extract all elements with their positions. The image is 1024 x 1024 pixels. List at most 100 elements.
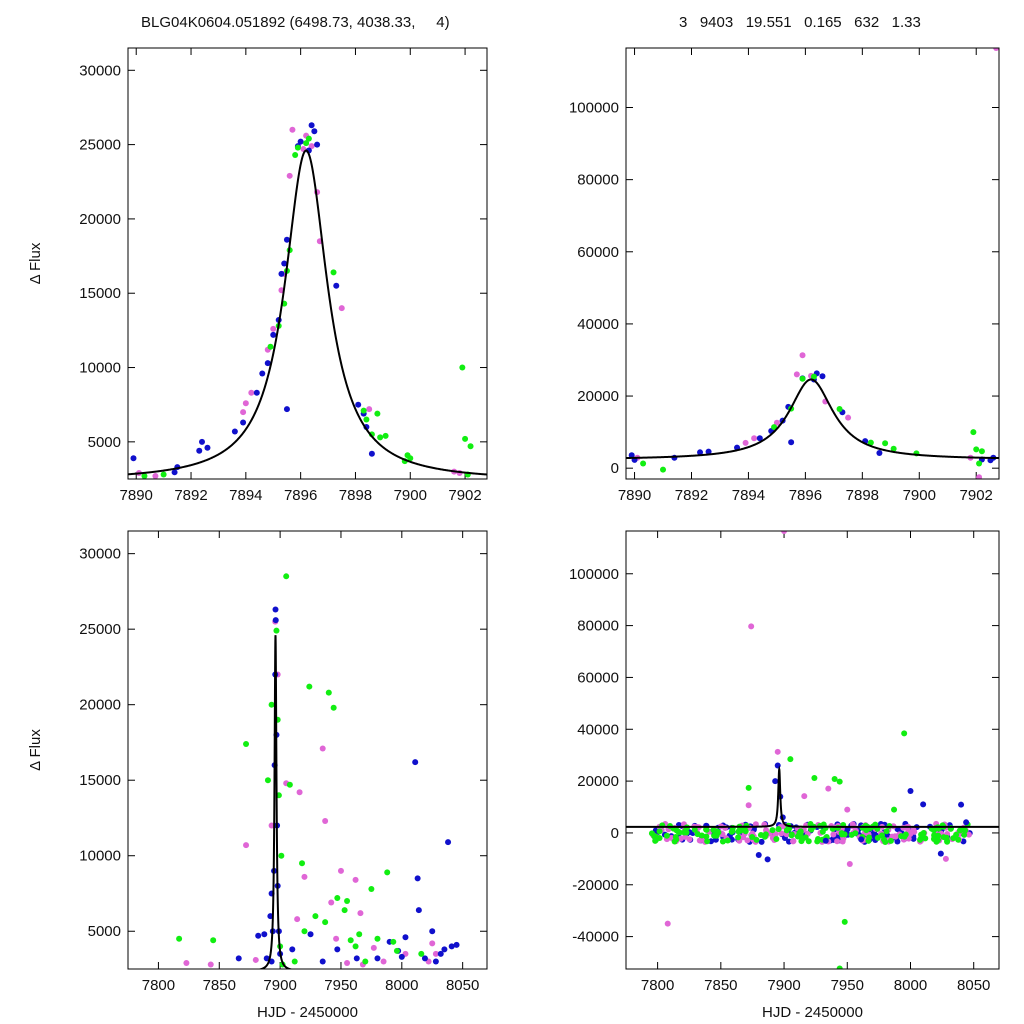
data-point-green (393, 947, 400, 954)
data-point-green (819, 828, 826, 835)
data-point-blue (334, 946, 341, 953)
data-point-green (264, 777, 271, 784)
data-point-pink (942, 855, 949, 862)
data-point-pink (322, 817, 329, 824)
data-point-pink (370, 944, 377, 951)
y-tick-label: 60000 (577, 669, 619, 686)
y-tick-label: 20000 (79, 697, 121, 714)
data-point-green (160, 471, 167, 478)
model-curve (626, 765, 999, 828)
data-point-green (382, 432, 389, 439)
data-point-green (671, 838, 678, 845)
data-point-blue (255, 932, 262, 939)
data-point-green (890, 445, 897, 452)
y-tick-label: 30000 (79, 546, 121, 563)
plot-frame (127, 47, 488, 480)
data-point-pink (742, 439, 749, 446)
data-point-pink (243, 842, 250, 849)
data-point-green (783, 827, 790, 834)
y-tick-label: -40000 (572, 929, 619, 946)
data-point-pink (352, 876, 359, 883)
data-point-pink (294, 916, 301, 923)
data-point-blue (453, 941, 460, 948)
y-tick-label: 5000 (88, 923, 121, 940)
x-tick-label: 7896 (789, 487, 822, 504)
data-point-green (703, 833, 710, 840)
data-point-green (330, 704, 337, 711)
data-point-pink (240, 409, 247, 416)
x-tick-label: 7900 (767, 977, 800, 994)
data-point-blue (788, 439, 795, 446)
data-point-green (322, 919, 329, 926)
y-tick-label: 20000 (79, 211, 121, 228)
data-point-green (360, 407, 367, 414)
plot-frame (127, 530, 488, 970)
x-tick-label: 7892 (675, 487, 708, 504)
data-point-green (863, 827, 870, 834)
data-point-green (672, 833, 679, 840)
x-tick-label: 7898 (846, 487, 879, 504)
data-point-pink (845, 414, 852, 421)
data-point-green (384, 869, 391, 876)
x-tick-label: 7850 (203, 977, 236, 994)
data-point-blue (876, 450, 883, 457)
data-point-green (835, 824, 842, 831)
data-point-blue (283, 406, 290, 413)
y-tick-label: 40000 (577, 721, 619, 738)
data-point-pink (337, 867, 344, 874)
data-point-green (362, 958, 369, 965)
data-point-green (356, 931, 363, 938)
data-point-pink (911, 828, 918, 835)
y-tick-label: 25000 (79, 137, 121, 154)
data-point-green (787, 756, 794, 763)
data-point-blue (253, 389, 260, 396)
data-point-blue (235, 955, 242, 962)
data-point-green (769, 827, 776, 834)
data-point-green (940, 834, 947, 841)
data-point-green (814, 838, 821, 845)
data-point-blue (319, 958, 326, 965)
data-point-green (141, 473, 148, 479)
data-point-blue (353, 955, 360, 962)
x-tick-label: 8050 (957, 977, 990, 994)
x-tick-label: 7902 (960, 487, 993, 504)
data-point-pink (744, 837, 751, 844)
data-point-green (891, 806, 898, 813)
data-point-pink (286, 172, 293, 179)
data-point-pink (429, 940, 436, 947)
data-point-green (268, 701, 275, 708)
data-point-pink (751, 435, 758, 442)
data-point-pink (380, 958, 387, 965)
data-point-blue (414, 875, 421, 882)
data-point-green (703, 826, 710, 833)
y-tick-label: -20000 (572, 877, 619, 894)
data-point-blue (764, 856, 771, 863)
data-point-pink (207, 961, 214, 968)
data-point-pink (308, 143, 315, 150)
data-point-green (681, 829, 688, 836)
data-point-blue (437, 950, 444, 957)
x-tick-label: 7900 (903, 487, 936, 504)
data-point-pink (793, 371, 800, 378)
y-tick-label: 60000 (577, 244, 619, 261)
plot-area (626, 531, 999, 969)
data-point-blue (432, 958, 439, 965)
data-point-green (374, 935, 381, 942)
data-point-blue (263, 955, 270, 962)
data-point-blue (355, 401, 362, 408)
data-point-green (652, 837, 659, 844)
data-point-green (749, 834, 756, 841)
data-point-green (710, 826, 717, 833)
data-point-blue (421, 955, 428, 962)
data-point-blue (415, 907, 422, 914)
x-tick-label: 7950 (324, 977, 357, 994)
data-point-pink (773, 419, 780, 426)
data-point-pink (252, 956, 259, 963)
data-point-green (810, 373, 817, 380)
y-tick-label: 15000 (79, 285, 121, 302)
data-point-blue (270, 331, 277, 338)
data-point-pink (965, 831, 972, 838)
data-point-pink (333, 935, 340, 942)
x-tick-label: 7900 (263, 977, 296, 994)
data-point-green (660, 466, 667, 473)
